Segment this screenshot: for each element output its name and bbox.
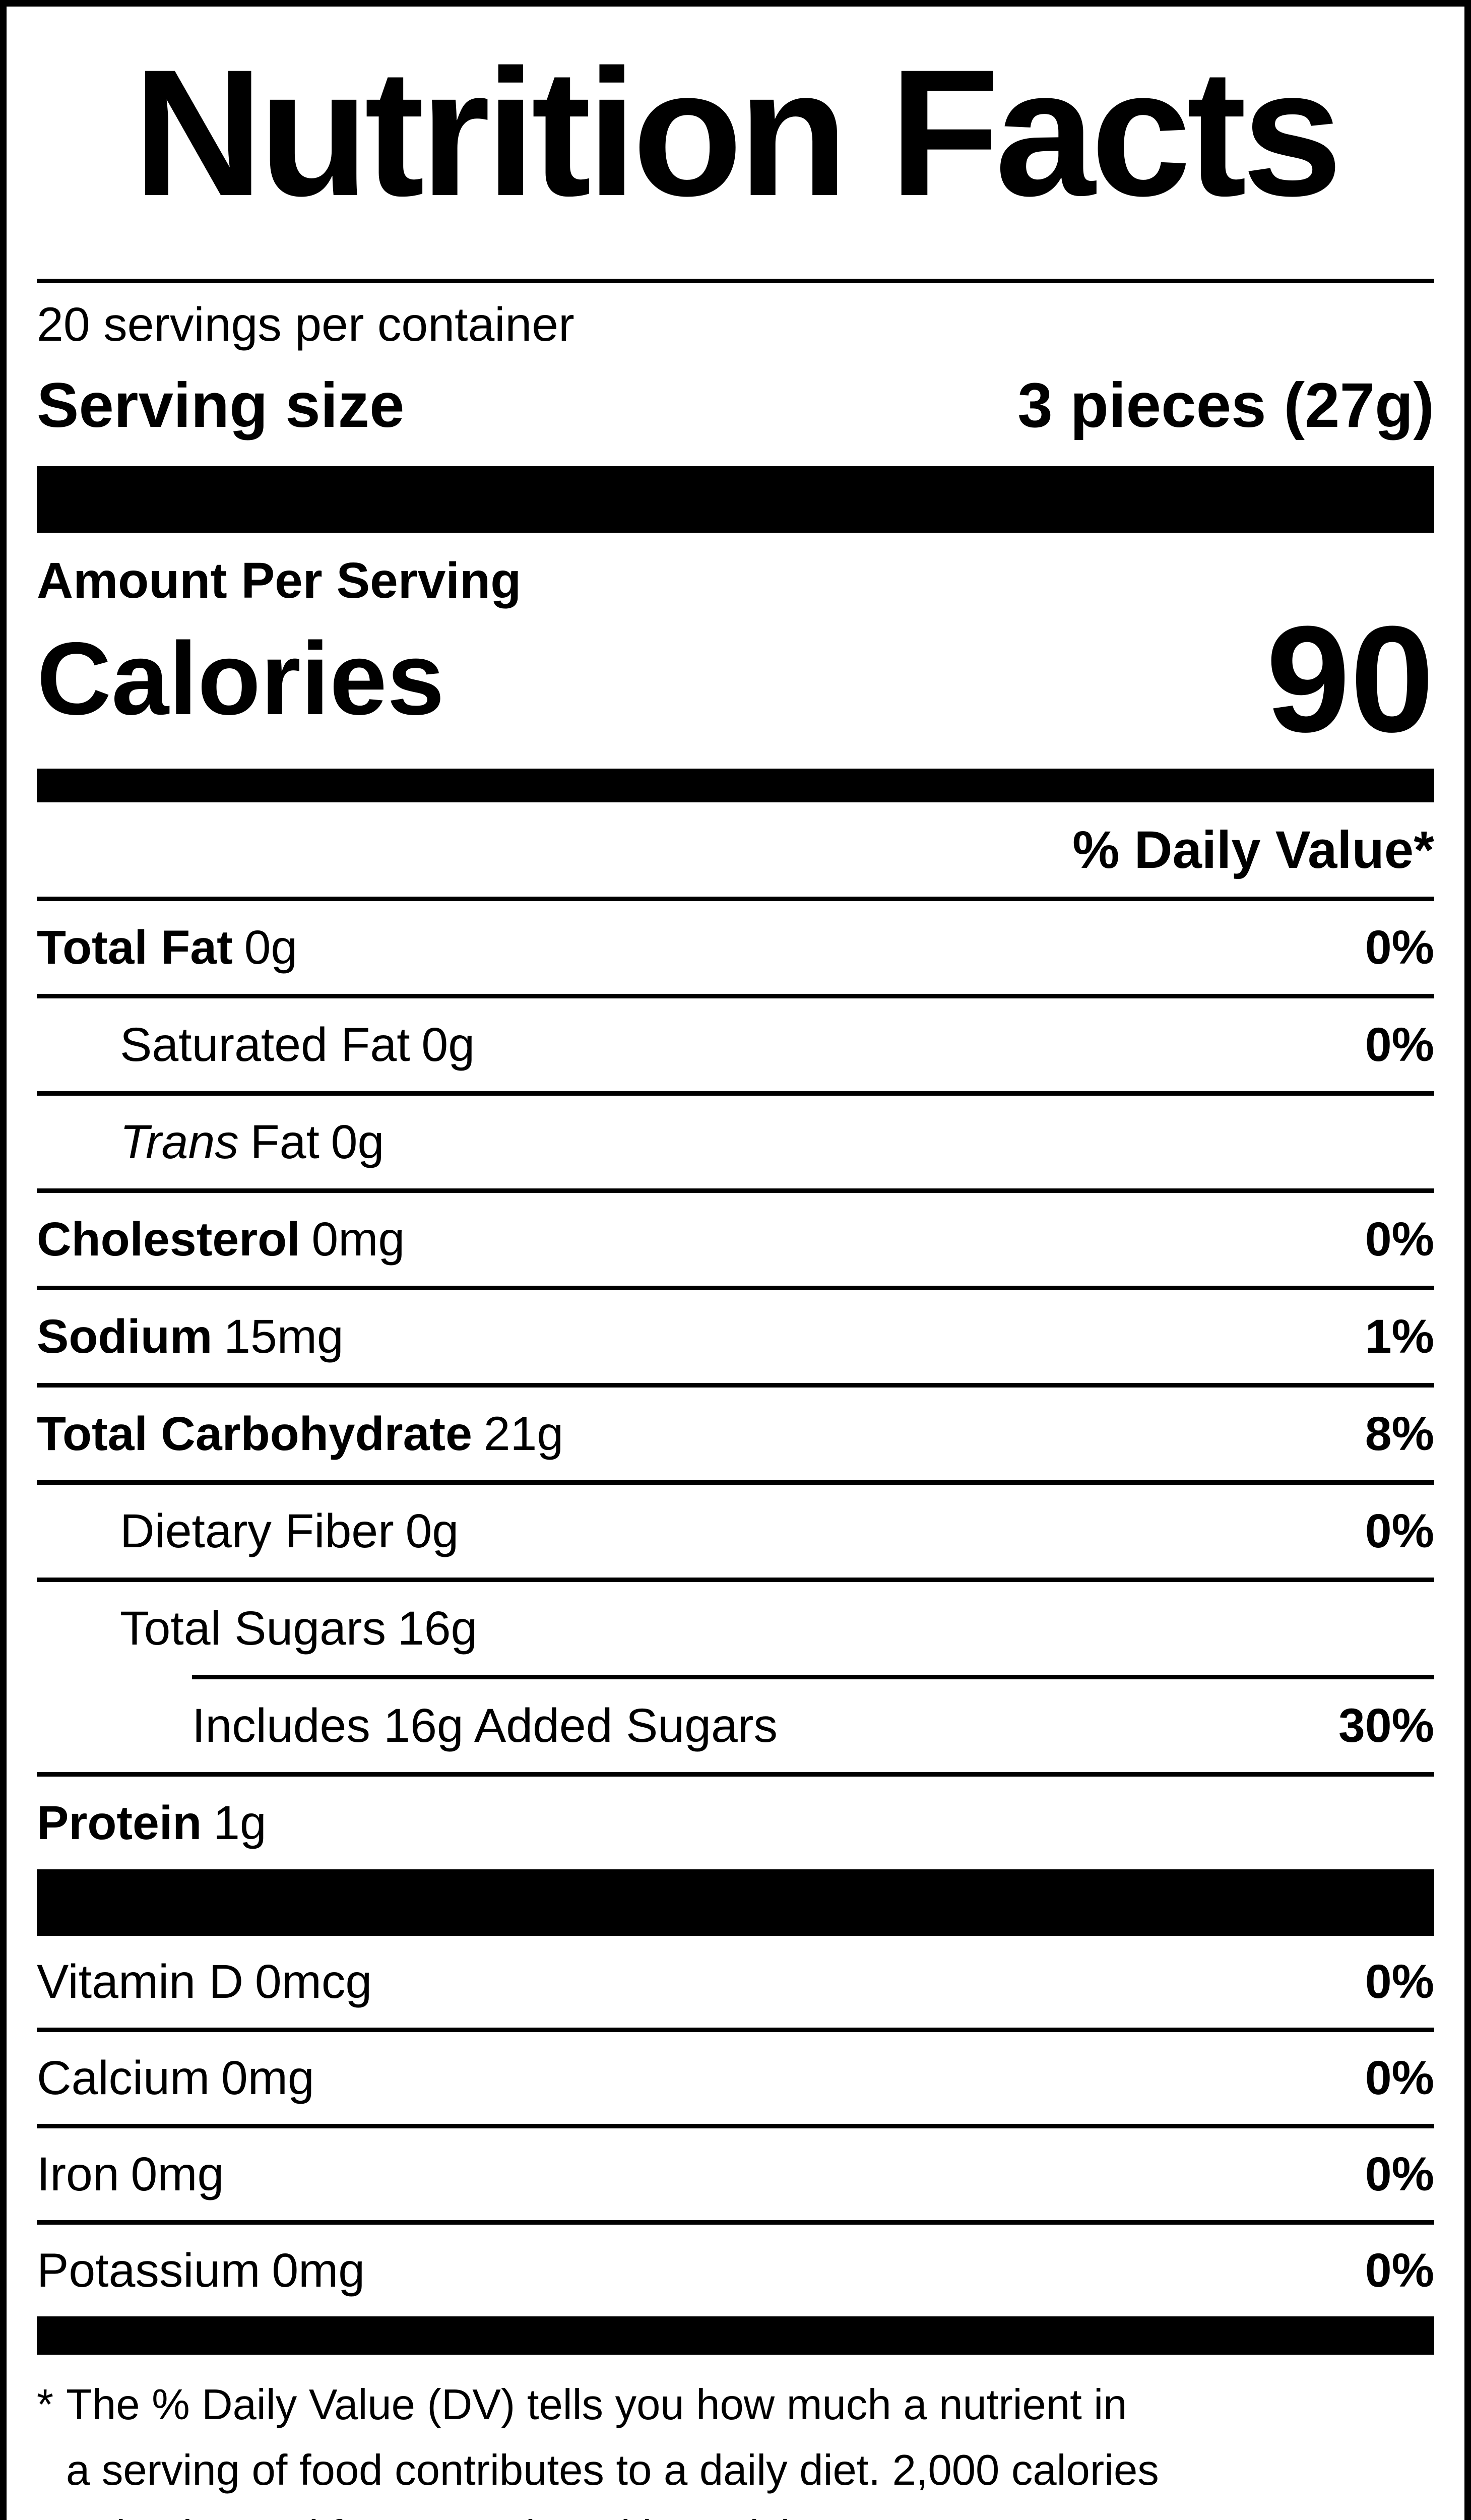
nutrient-amount: 0mg <box>311 1213 405 1266</box>
vitamin-row-iron: Iron 0mg 0% <box>37 2128 1434 2225</box>
label-content: Nutrition Facts 20 servings per containe… <box>7 32 1464 2520</box>
nutrient-name-amount: Protein 1g <box>37 1798 267 1848</box>
serving-size-value: 3 pieces (27g) <box>1017 370 1434 440</box>
medium-rule-before-footnote <box>37 2321 1434 2355</box>
vitamin-amount: 0mg <box>131 2148 224 2201</box>
nutrient-name-italic: Trans <box>120 1115 239 1169</box>
nutrient-dv: 0% <box>1365 1213 1434 1266</box>
footnote: * The % Daily Value (DV) tells you how m… <box>37 2355 1434 2520</box>
vitamin-name-amount: Calcium 0mg <box>37 2053 314 2103</box>
vitamin-amount: 0mg <box>272 2244 365 2297</box>
nutrient-name-amount: Total Fat 0g <box>37 922 297 973</box>
vitamin-name-amount: Potassium 0mg <box>37 2245 365 2296</box>
footnote-line: The % Daily Value (DV) tells you how muc… <box>66 2381 1127 2429</box>
vitamin-dv: 0% <box>1365 2051 1434 2105</box>
vitamin-name-amount: Vitamin D 0mcg <box>37 1957 372 2007</box>
vitamin-row-potassium: Potassium 0mg 0% <box>37 2225 1434 2321</box>
nutrient-dv: 8% <box>1365 1407 1434 1461</box>
nutrient-amount: 21g <box>483 1407 564 1461</box>
nutrient-amount: 0g <box>405 1504 459 1558</box>
nutrient-name-amount: Includes 16g Added Sugars <box>192 1700 789 1751</box>
nutrient-name: Total Fat <box>37 921 233 974</box>
vitamin-row-vitamin-d: Vitamin D 0mcg 0% <box>37 1936 1434 2032</box>
nutrient-amount: 16g <box>397 1602 478 1655</box>
added-sugars-inner: Includes 16g Added Sugars 30% <box>192 1675 1434 1772</box>
nutrient-amount: 0g <box>331 1115 385 1169</box>
nutrient-name-amount: Total Carbohydrate 21g <box>37 1409 563 1459</box>
vitamin-amount: 0mg <box>221 2051 314 2105</box>
vitamin-name: Iron <box>37 2148 119 2201</box>
nutrient-row-total-carbohydrate: Total Carbohydrate 21g 8% <box>37 1388 1434 1485</box>
nutrient-dv: 0% <box>1365 921 1434 974</box>
calories-row: Calories 90 <box>37 594 1434 764</box>
footnote-asterisk: * <box>37 2381 54 2429</box>
nutrient-name: Total Carbohydrate <box>37 1407 472 1461</box>
vitamin-name-amount: Iron 0mg <box>37 2149 224 2199</box>
nutrient-name-amount: Dietary Fiber 0g <box>120 1506 459 1556</box>
nutrient-name: Dietary Fiber <box>120 1504 394 1558</box>
nutrient-row-saturated-fat: Saturated Fat 0g 0% <box>37 998 1434 1096</box>
thick-rule-after-serving <box>37 466 1434 533</box>
calories-value: 90 <box>1266 594 1434 764</box>
divider-under-title <box>37 279 1434 283</box>
nutrient-name-amount: Saturated Fat 0g <box>120 1020 475 1070</box>
nutrient-row-added-sugars: Includes 16g Added Sugars 30% <box>37 1675 1434 1777</box>
nutrient-name-amount: Cholesterol 0mg <box>37 1214 405 1265</box>
nutrient-row-total-fat: Total Fat 0g 0% <box>37 901 1434 998</box>
nutrient-amount: 1g <box>213 1796 267 1850</box>
nutrient-name: Saturated Fat <box>120 1018 410 1072</box>
serving-size-label: Serving size <box>37 370 405 440</box>
vitamin-dv: 0% <box>1365 1955 1434 2008</box>
vitamin-name: Vitamin D <box>37 1955 244 2008</box>
vitamin-name: Calcium <box>37 2051 210 2105</box>
label-title: Nutrition Facts <box>133 32 1342 233</box>
medium-rule-after-calories <box>37 769 1434 802</box>
nutrient-name: Fat <box>250 1115 319 1169</box>
footnote-text: The % Daily Value (DV) tells you how muc… <box>66 2372 1434 2520</box>
amount-per-serving-label: Amount Per Serving <box>37 552 522 609</box>
vitamin-row-calcium: Calcium 0mg 0% <box>37 2032 1434 2128</box>
nutrient-name: Protein <box>37 1796 202 1850</box>
nutrient-amount: 15mg <box>224 1310 344 1363</box>
thick-rule-after-protein <box>37 1869 1434 1936</box>
nutrient-name: Includes 16g Added Sugars <box>192 1699 778 1752</box>
nutrient-name: Cholesterol <box>37 1213 300 1266</box>
nutrient-dv: 30% <box>1338 1699 1434 1752</box>
calories-label: Calories <box>37 621 444 736</box>
nutrient-amount: 0g <box>421 1018 475 1072</box>
daily-value-header: % Daily Value* <box>1072 821 1434 879</box>
vitamin-dv: 0% <box>1365 2148 1434 2201</box>
nutrient-amount: 0g <box>244 921 298 974</box>
nutrient-name: Total Sugars <box>120 1602 387 1655</box>
nutrient-row-dietary-fiber: Dietary Fiber 0g 0% <box>37 1485 1434 1582</box>
nutrient-name-amount: Sodium 15mg <box>37 1311 344 1362</box>
vitamin-amount: 0mcg <box>254 1955 372 2008</box>
nutrient-name-amount: Total Sugars 16g <box>120 1603 477 1654</box>
vitamin-dv: 0% <box>1365 2244 1434 2297</box>
nutrient-name-amount: Trans Fat 0g <box>120 1117 384 1167</box>
nutrient-row-total-sugars: Total Sugars 16g <box>37 1582 1434 1675</box>
nutrient-dv: 1% <box>1365 1310 1434 1363</box>
divider-under-dv-header <box>37 897 1434 901</box>
nutrient-dv: 0% <box>1365 1018 1434 1072</box>
footnote-line: a day is used for general nutrition advi… <box>66 2503 1434 2520</box>
footnote-line: a serving of food contributes to a daily… <box>66 2446 1159 2494</box>
nutrient-row-sodium: Sodium 15mg 1% <box>37 1290 1434 1388</box>
vitamin-name: Potassium <box>37 2244 261 2297</box>
servings-per-container: 20 servings per container <box>37 298 574 351</box>
nutrient-row-cholesterol: Cholesterol 0mg 0% <box>37 1193 1434 1290</box>
serving-size-row: Serving size 3 pieces (27g) <box>37 361 1434 450</box>
nutrient-name: Sodium <box>37 1310 213 1363</box>
nutrient-row-protein: Protein 1g <box>37 1777 1434 1869</box>
nutrient-row-trans-fat: Trans Fat 0g <box>37 1096 1434 1193</box>
nutrient-dv: 0% <box>1365 1504 1434 1558</box>
